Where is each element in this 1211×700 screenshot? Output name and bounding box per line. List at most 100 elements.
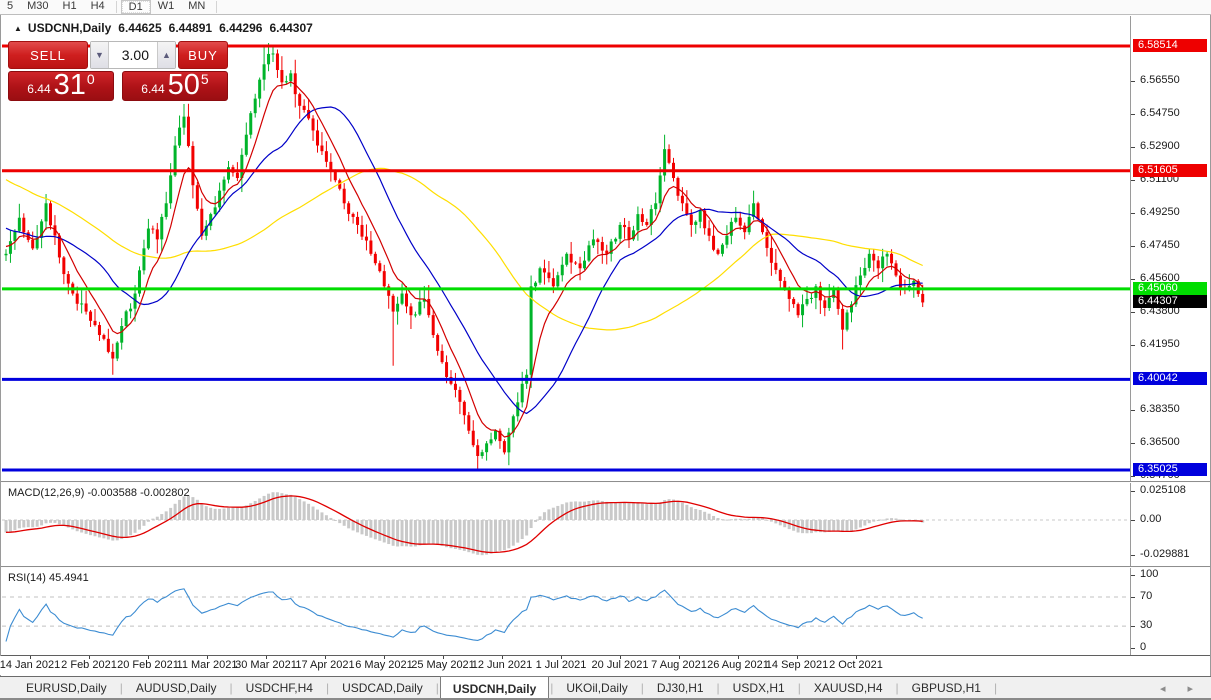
rsi-label: 0: [1140, 641, 1147, 653]
rsi-tick: [1131, 575, 1135, 577]
macd-label: -0.029881: [1140, 547, 1190, 560]
rsi-pane-separator[interactable]: [0, 566, 1211, 567]
volume-value[interactable]: 3.00: [121, 47, 149, 63]
buy-price-display[interactable]: 6.44 50 5: [122, 71, 228, 101]
sell-button[interactable]: SELL: [8, 41, 88, 69]
date-axis[interactable]: 14 Jan 2021 2 Feb 2021 20 Feb 2021 11 Mar 2…: [0, 656, 1131, 675]
tab-scroll-arrows: ◂ ▸: [1160, 682, 1193, 695]
timeframe-button-w1[interactable]: W1: [157, 0, 175, 12]
buy-price-big: 50: [167, 69, 200, 101]
quote-open: 6.44625: [118, 21, 162, 35]
price-tick: [1131, 81, 1135, 83]
macd-label: 0.025108: [1140, 483, 1186, 496]
volume-spinner: ▼ 3.00 ▲: [90, 41, 176, 69]
date-tick: [207, 656, 208, 659]
price-tick: [1131, 344, 1135, 346]
timeframe-button-5[interactable]: 5: [7, 0, 14, 12]
macd-label: MACD(12,26,9) -0.003588 -0.002802: [8, 487, 190, 499]
timeframe-toolbar: 5 M30 H1 H4 D1 W1 MN: [0, 0, 1211, 15]
price-label: 6.56550: [1140, 74, 1180, 87]
date-tick: [266, 656, 267, 659]
macd-label: 0.00: [1140, 513, 1162, 525]
rsi-label: 30: [1140, 619, 1153, 632]
timeframe-button-m30[interactable]: M30: [27, 0, 49, 12]
date-tick: [384, 656, 385, 659]
date-label: 2 Oct 2021: [829, 659, 883, 671]
volume-decrease-icon[interactable]: ▼: [91, 42, 109, 68]
rsi-label: 70: [1140, 590, 1153, 603]
date-tick: [443, 656, 444, 659]
tab-separator: |: [640, 680, 644, 695]
tab-separator: |: [229, 680, 233, 695]
buy-button[interactable]: BUY: [178, 41, 228, 69]
price-tick: [1131, 213, 1135, 215]
quote-close: 6.44307: [269, 21, 313, 35]
rsi-tick: [1131, 648, 1135, 649]
tab-separator: |: [993, 680, 998, 695]
chart-tab-audusd[interactable]: AUDUSD,Daily: [135, 680, 217, 695]
date-axis-separator: [0, 655, 1211, 656]
sell-price-sup: 0: [86, 71, 95, 87]
rsi-pane-separator-bevel: [0, 567, 1211, 568]
timeframe-button-h1[interactable]: H1: [62, 0, 77, 12]
chart-symbol-marker-icon: ▲: [14, 24, 22, 33]
price-axis[interactable]: 6.56550 6.54750 6.52900 6.51100 6.49250 6.474…: [1131, 16, 1210, 655]
chart-tab-usdcnh[interactable]: USDCNH,Daily: [439, 675, 550, 698]
level-badge-6.35025: 6.35025: [1133, 462, 1207, 476]
rsi-tick: [1131, 626, 1135, 628]
date-label: 25 May 2021: [411, 659, 475, 671]
chart-tab-usdx[interactable]: USDX,H1: [732, 680, 785, 695]
chart-tab-gbpusd[interactable]: GBPUSD,H1: [911, 680, 981, 695]
date-label: 7 Aug 2021: [651, 659, 707, 671]
current-price-badge: 6.44307: [1133, 295, 1207, 309]
price-chart-canvas[interactable]: [2, 16, 1130, 655]
macd-tick: [1131, 554, 1135, 556]
macd-pane-separator[interactable]: [0, 481, 1211, 482]
tab-separator: |: [797, 680, 801, 695]
timeframe-button-mn[interactable]: MN: [188, 0, 206, 12]
date-tick: [561, 656, 562, 659]
date-label: 6 May 2021: [355, 659, 413, 671]
tab-separator: |: [325, 680, 330, 695]
buy-price-sup: 5: [200, 71, 209, 87]
date-label: 1 Jul 2021: [535, 659, 587, 671]
sell-price-display[interactable]: 6.44 31 0: [8, 71, 114, 101]
chart-tab-usdcad[interactable]: USDCAD,Daily: [342, 680, 423, 695]
price-label: 6.36500: [1140, 436, 1180, 449]
date-label: 30 Mar 2021: [235, 659, 297, 671]
chart-tab-bar: EURUSD,Daily | AUDUSD,Daily | USDCHF,H4 | USDC…: [0, 675, 1211, 700]
axis-separator: [1130, 16, 1131, 655]
tab-separator: |: [895, 680, 899, 695]
level-badge-6.58514: 6.58514: [1133, 39, 1207, 52]
date-label: 26 Aug 2021: [707, 659, 769, 671]
quote-low: 6.44296: [219, 21, 263, 35]
chart-symbol-label: USDCNH,Daily: [27, 21, 112, 35]
volume-increase-icon[interactable]: ▲: [157, 42, 175, 68]
chart-tab-usdchf[interactable]: USDCHF,H4: [245, 680, 313, 695]
timeframe-button-d1[interactable]: D1: [120, 0, 151, 14]
date-label: 14 Jan 2021: [0, 659, 61, 671]
chart-tab-ukoil[interactable]: UKOil,Daily: [566, 680, 628, 695]
price-tick: [1131, 311, 1135, 313]
tab-scroll-right-icon[interactable]: ▸: [1187, 683, 1193, 695]
chart-tab-eurusd[interactable]: EURUSD,Daily: [26, 680, 107, 695]
tab-scroll-left-icon[interactable]: ◂: [1159, 683, 1166, 695]
sell-price-prefix: 6.44: [27, 82, 51, 96]
date-tick: [856, 656, 857, 659]
macd-name: MACD(12,26,9): [8, 487, 85, 499]
chart-tab-xauusd[interactable]: XAUUSD,H4: [813, 680, 883, 695]
timeframe-button-h4[interactable]: H4: [90, 0, 105, 12]
chart-tab-dj30[interactable]: DJ30,H1: [656, 680, 704, 695]
rsi-label: RSI(14) 45.4941: [8, 572, 89, 584]
date-label: 11 Mar 2021: [176, 659, 238, 671]
date-label: 20 Jul 2021: [591, 659, 649, 671]
macd-tick: [1131, 520, 1135, 521]
toolbar-separator: [216, 1, 218, 13]
date-tick: [620, 656, 621, 659]
window-border-left: [0, 15, 1, 700]
toolbar-separator: [115, 1, 117, 13]
price-label: 6.49250: [1140, 206, 1180, 219]
price-label: 6.45600: [1140, 272, 1180, 285]
date-tick: [89, 656, 90, 659]
price-tick: [1131, 179, 1135, 181]
